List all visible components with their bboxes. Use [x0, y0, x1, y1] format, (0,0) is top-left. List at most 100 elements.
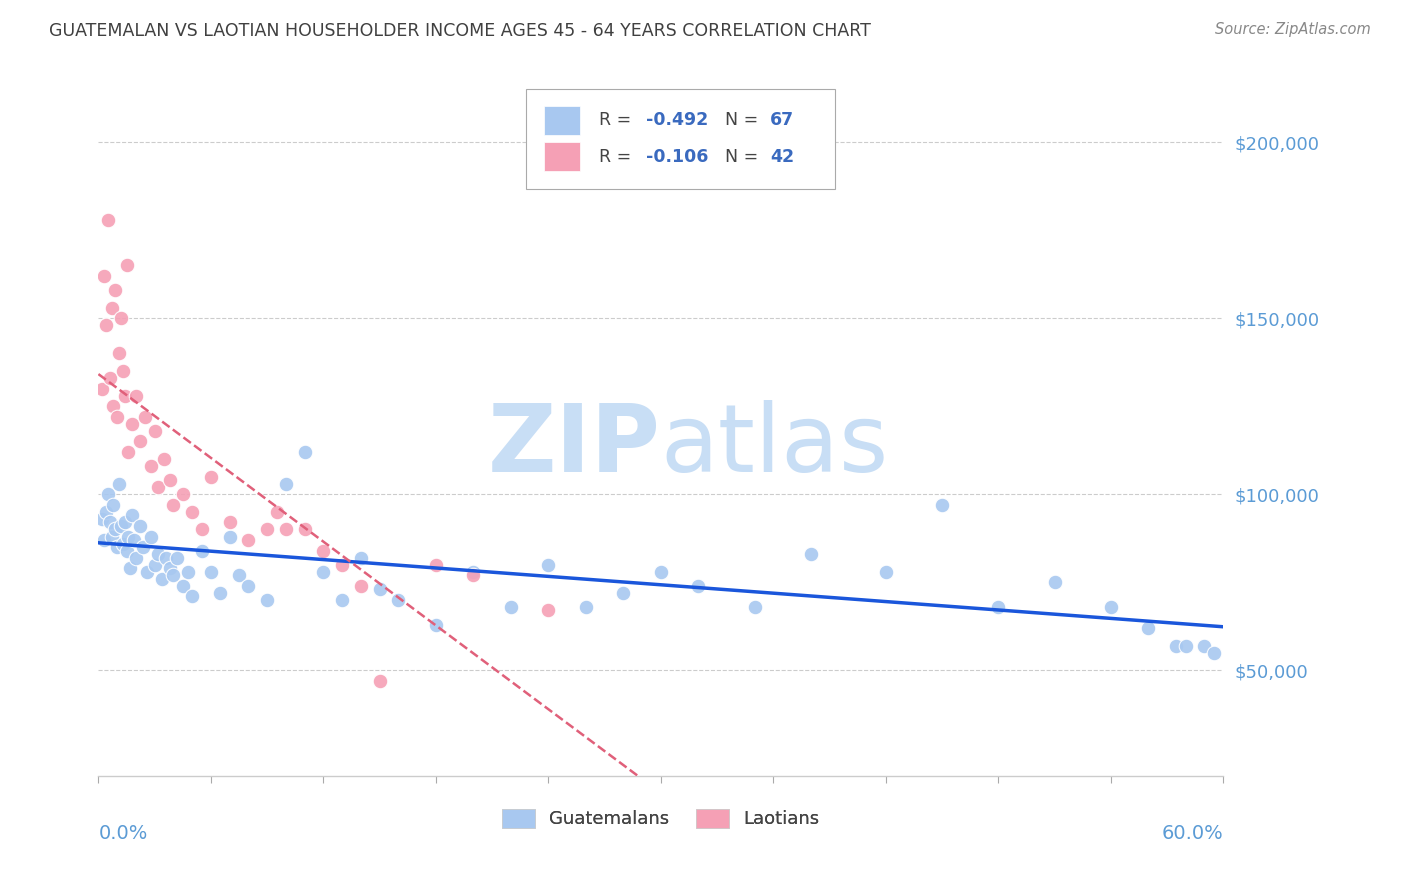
- Point: [100, 301, 122, 315]
- Point: [93, 533, 115, 547]
- Text: 60.0%: 60.0%: [1161, 824, 1223, 843]
- Point: [117, 529, 139, 543]
- Text: R =: R =: [599, 112, 637, 129]
- Point: [350, 550, 373, 565]
- Point: [114, 389, 136, 403]
- Point: [294, 523, 316, 537]
- Text: R =: R =: [599, 147, 637, 166]
- Point: [105, 540, 128, 554]
- Point: [200, 469, 222, 483]
- Point: [1174, 639, 1197, 653]
- Point: [987, 599, 1010, 614]
- Point: [1099, 599, 1122, 614]
- Text: -0.492: -0.492: [647, 112, 709, 129]
- Point: [425, 558, 447, 572]
- Point: [368, 582, 391, 597]
- Point: [172, 579, 194, 593]
- Point: [104, 523, 127, 537]
- Point: [93, 268, 115, 283]
- Point: [159, 473, 181, 487]
- Point: [100, 529, 122, 543]
- Point: [172, 487, 194, 501]
- Point: [238, 579, 260, 593]
- Point: [162, 568, 184, 582]
- Point: [1137, 621, 1160, 635]
- Point: [425, 617, 447, 632]
- Point: [166, 550, 188, 565]
- Point: [125, 389, 148, 403]
- Point: [143, 424, 166, 438]
- Point: [1166, 639, 1188, 653]
- Point: [800, 547, 823, 561]
- Point: [612, 586, 634, 600]
- Point: [200, 565, 222, 579]
- Point: [132, 540, 155, 554]
- Point: [128, 519, 150, 533]
- Point: [98, 371, 121, 385]
- FancyBboxPatch shape: [544, 142, 579, 171]
- Point: [105, 409, 128, 424]
- FancyBboxPatch shape: [526, 89, 835, 189]
- Point: [330, 558, 353, 572]
- Text: ZIP: ZIP: [488, 401, 661, 492]
- Point: [256, 523, 278, 537]
- Point: [266, 505, 288, 519]
- Text: N =: N =: [725, 147, 763, 166]
- Point: [177, 565, 200, 579]
- Point: [125, 550, 148, 565]
- Point: [190, 523, 212, 537]
- Point: [115, 258, 138, 272]
- Point: [117, 445, 139, 459]
- Point: [181, 590, 204, 604]
- Point: [155, 550, 177, 565]
- Legend: Guatemalans, Laotians: Guatemalans, Laotians: [495, 801, 827, 836]
- Point: [1043, 575, 1066, 590]
- Point: [274, 523, 297, 537]
- Text: 42: 42: [770, 147, 794, 166]
- Point: [228, 568, 250, 582]
- Point: [537, 558, 560, 572]
- Point: [98, 516, 121, 530]
- Point: [575, 599, 598, 614]
- Point: [148, 547, 170, 561]
- Point: [94, 505, 117, 519]
- Point: [94, 318, 117, 333]
- Point: [91, 512, 114, 526]
- Point: [136, 565, 159, 579]
- Text: -0.106: -0.106: [647, 147, 709, 166]
- Point: [121, 508, 143, 523]
- Point: [110, 519, 132, 533]
- Point: [312, 565, 335, 579]
- Point: [931, 498, 953, 512]
- Point: [744, 599, 766, 614]
- Point: [134, 409, 156, 424]
- Point: [111, 364, 134, 378]
- Point: [108, 346, 131, 360]
- Point: [209, 586, 232, 600]
- Point: [108, 476, 131, 491]
- Point: [121, 417, 143, 431]
- Point: [218, 516, 240, 530]
- Text: N =: N =: [725, 112, 763, 129]
- Point: [159, 561, 181, 575]
- FancyBboxPatch shape: [544, 105, 579, 135]
- Point: [688, 579, 710, 593]
- Point: [143, 558, 166, 572]
- Point: [463, 565, 485, 579]
- Point: [153, 452, 176, 467]
- Point: [218, 529, 240, 543]
- Point: [91, 382, 114, 396]
- Point: [274, 476, 297, 491]
- Point: [139, 459, 162, 474]
- Point: [190, 543, 212, 558]
- Point: [312, 543, 335, 558]
- Text: atlas: atlas: [661, 401, 889, 492]
- Point: [122, 533, 145, 547]
- Text: GUATEMALAN VS LAOTIAN HOUSEHOLDER INCOME AGES 45 - 64 YEARS CORRELATION CHART: GUATEMALAN VS LAOTIAN HOUSEHOLDER INCOME…: [49, 22, 872, 40]
- Point: [104, 283, 127, 297]
- Text: 67: 67: [770, 112, 794, 129]
- Point: [463, 568, 485, 582]
- Point: [120, 561, 142, 575]
- Point: [114, 516, 136, 530]
- Point: [256, 593, 278, 607]
